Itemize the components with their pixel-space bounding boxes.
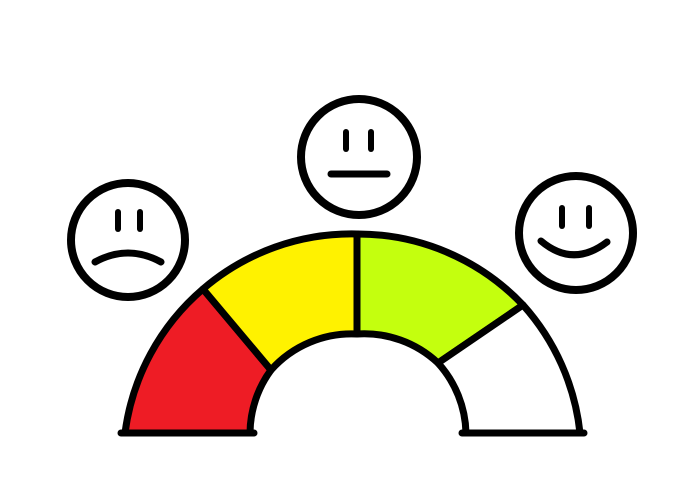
sad-face-icon [67,179,189,301]
neutral-face-icon [297,95,421,219]
gauge-segment-red [121,285,275,437]
happy-face-icon [515,172,637,294]
